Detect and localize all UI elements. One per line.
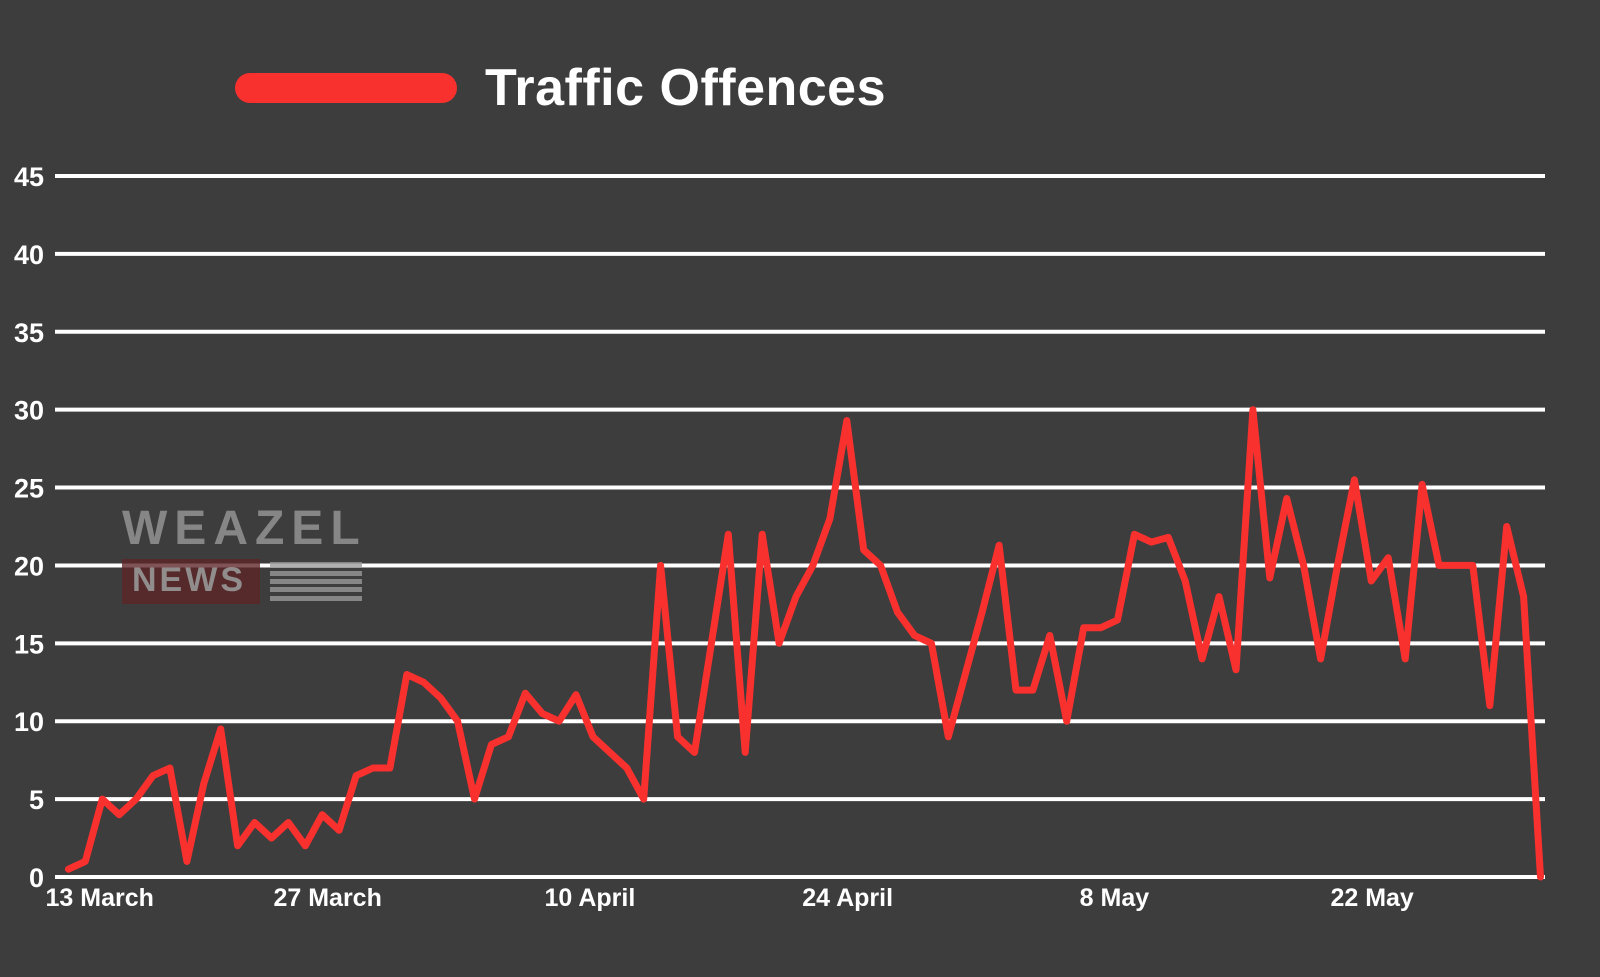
legend-swatch-traffic-offences [235,73,457,103]
y-axis-label-35: 35 [14,318,44,348]
y-axis-label-45: 45 [14,162,44,192]
chart-title: Traffic Offences [485,59,887,117]
x-axis-label-22-may: 22 May [1330,884,1413,912]
y-axis-label-20: 20 [14,551,44,581]
x-axis-label-8-may: 8 May [1080,884,1150,912]
y-axis-label-25: 25 [14,474,44,504]
y-axis-label-40: 40 [14,240,44,270]
x-axis-label-10-april: 10 April [545,884,636,912]
y-axis-label-15: 15 [14,629,44,659]
traffic-offences-line [64,406,1544,881]
y-axis-label-30: 30 [14,396,44,426]
y-axis-label-10: 10 [14,707,44,737]
chart-header: Traffic Offences [235,58,886,118]
y-axis-label-0: 0 [29,863,44,893]
x-axis-label-27-march: 27 March [273,884,381,912]
y-axis-label-5: 5 [29,785,44,815]
x-axis-label-24-april: 24 April [802,884,893,912]
x-axis-label-13-march: 13 March [46,884,154,912]
